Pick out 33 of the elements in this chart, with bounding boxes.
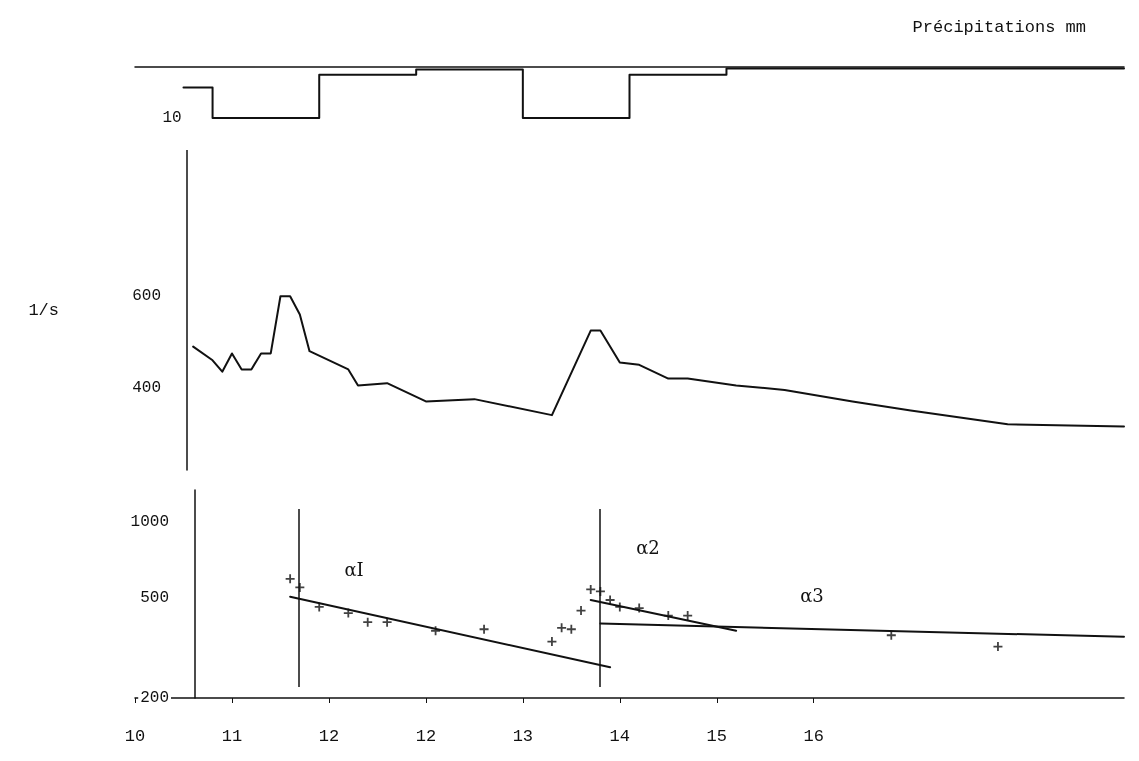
point <box>557 623 567 633</box>
point <box>295 582 305 592</box>
x-tick-label: 12 <box>318 727 340 746</box>
point <box>479 624 489 634</box>
line-series <box>192 295 1125 428</box>
x-tick-label: 14 <box>609 727 631 746</box>
x-tick-label: 15 <box>706 727 727 746</box>
y-tick-label: 1000 <box>130 513 169 531</box>
point <box>586 584 596 594</box>
y-tick-label: 500 <box>140 588 169 607</box>
chart-title: Précipitations mm <box>912 18 1087 37</box>
x-tick-label: 10 <box>124 727 146 746</box>
y-axis-title: 1/s <box>28 300 59 320</box>
point <box>634 603 644 613</box>
y-tick-label: 600 <box>132 287 161 306</box>
annotation: 10 <box>162 109 182 127</box>
point <box>343 608 353 618</box>
annotation: α2 <box>636 536 660 558</box>
point <box>314 602 324 612</box>
point <box>382 617 392 627</box>
y-tick-label: 400 <box>132 378 161 397</box>
point <box>363 617 373 627</box>
annotation: α3 <box>800 584 824 606</box>
annotation: αI <box>344 558 364 580</box>
x-tick-label: 13 <box>512 727 534 746</box>
x-tick-label: 16 <box>803 727 824 746</box>
x-tick-label: 11 <box>221 727 243 746</box>
x-tick-label: 12 <box>415 727 437 746</box>
point <box>993 642 1003 652</box>
point <box>605 595 615 605</box>
point <box>285 574 295 584</box>
y-tick-label: 200 <box>140 689 169 707</box>
point <box>566 624 576 634</box>
